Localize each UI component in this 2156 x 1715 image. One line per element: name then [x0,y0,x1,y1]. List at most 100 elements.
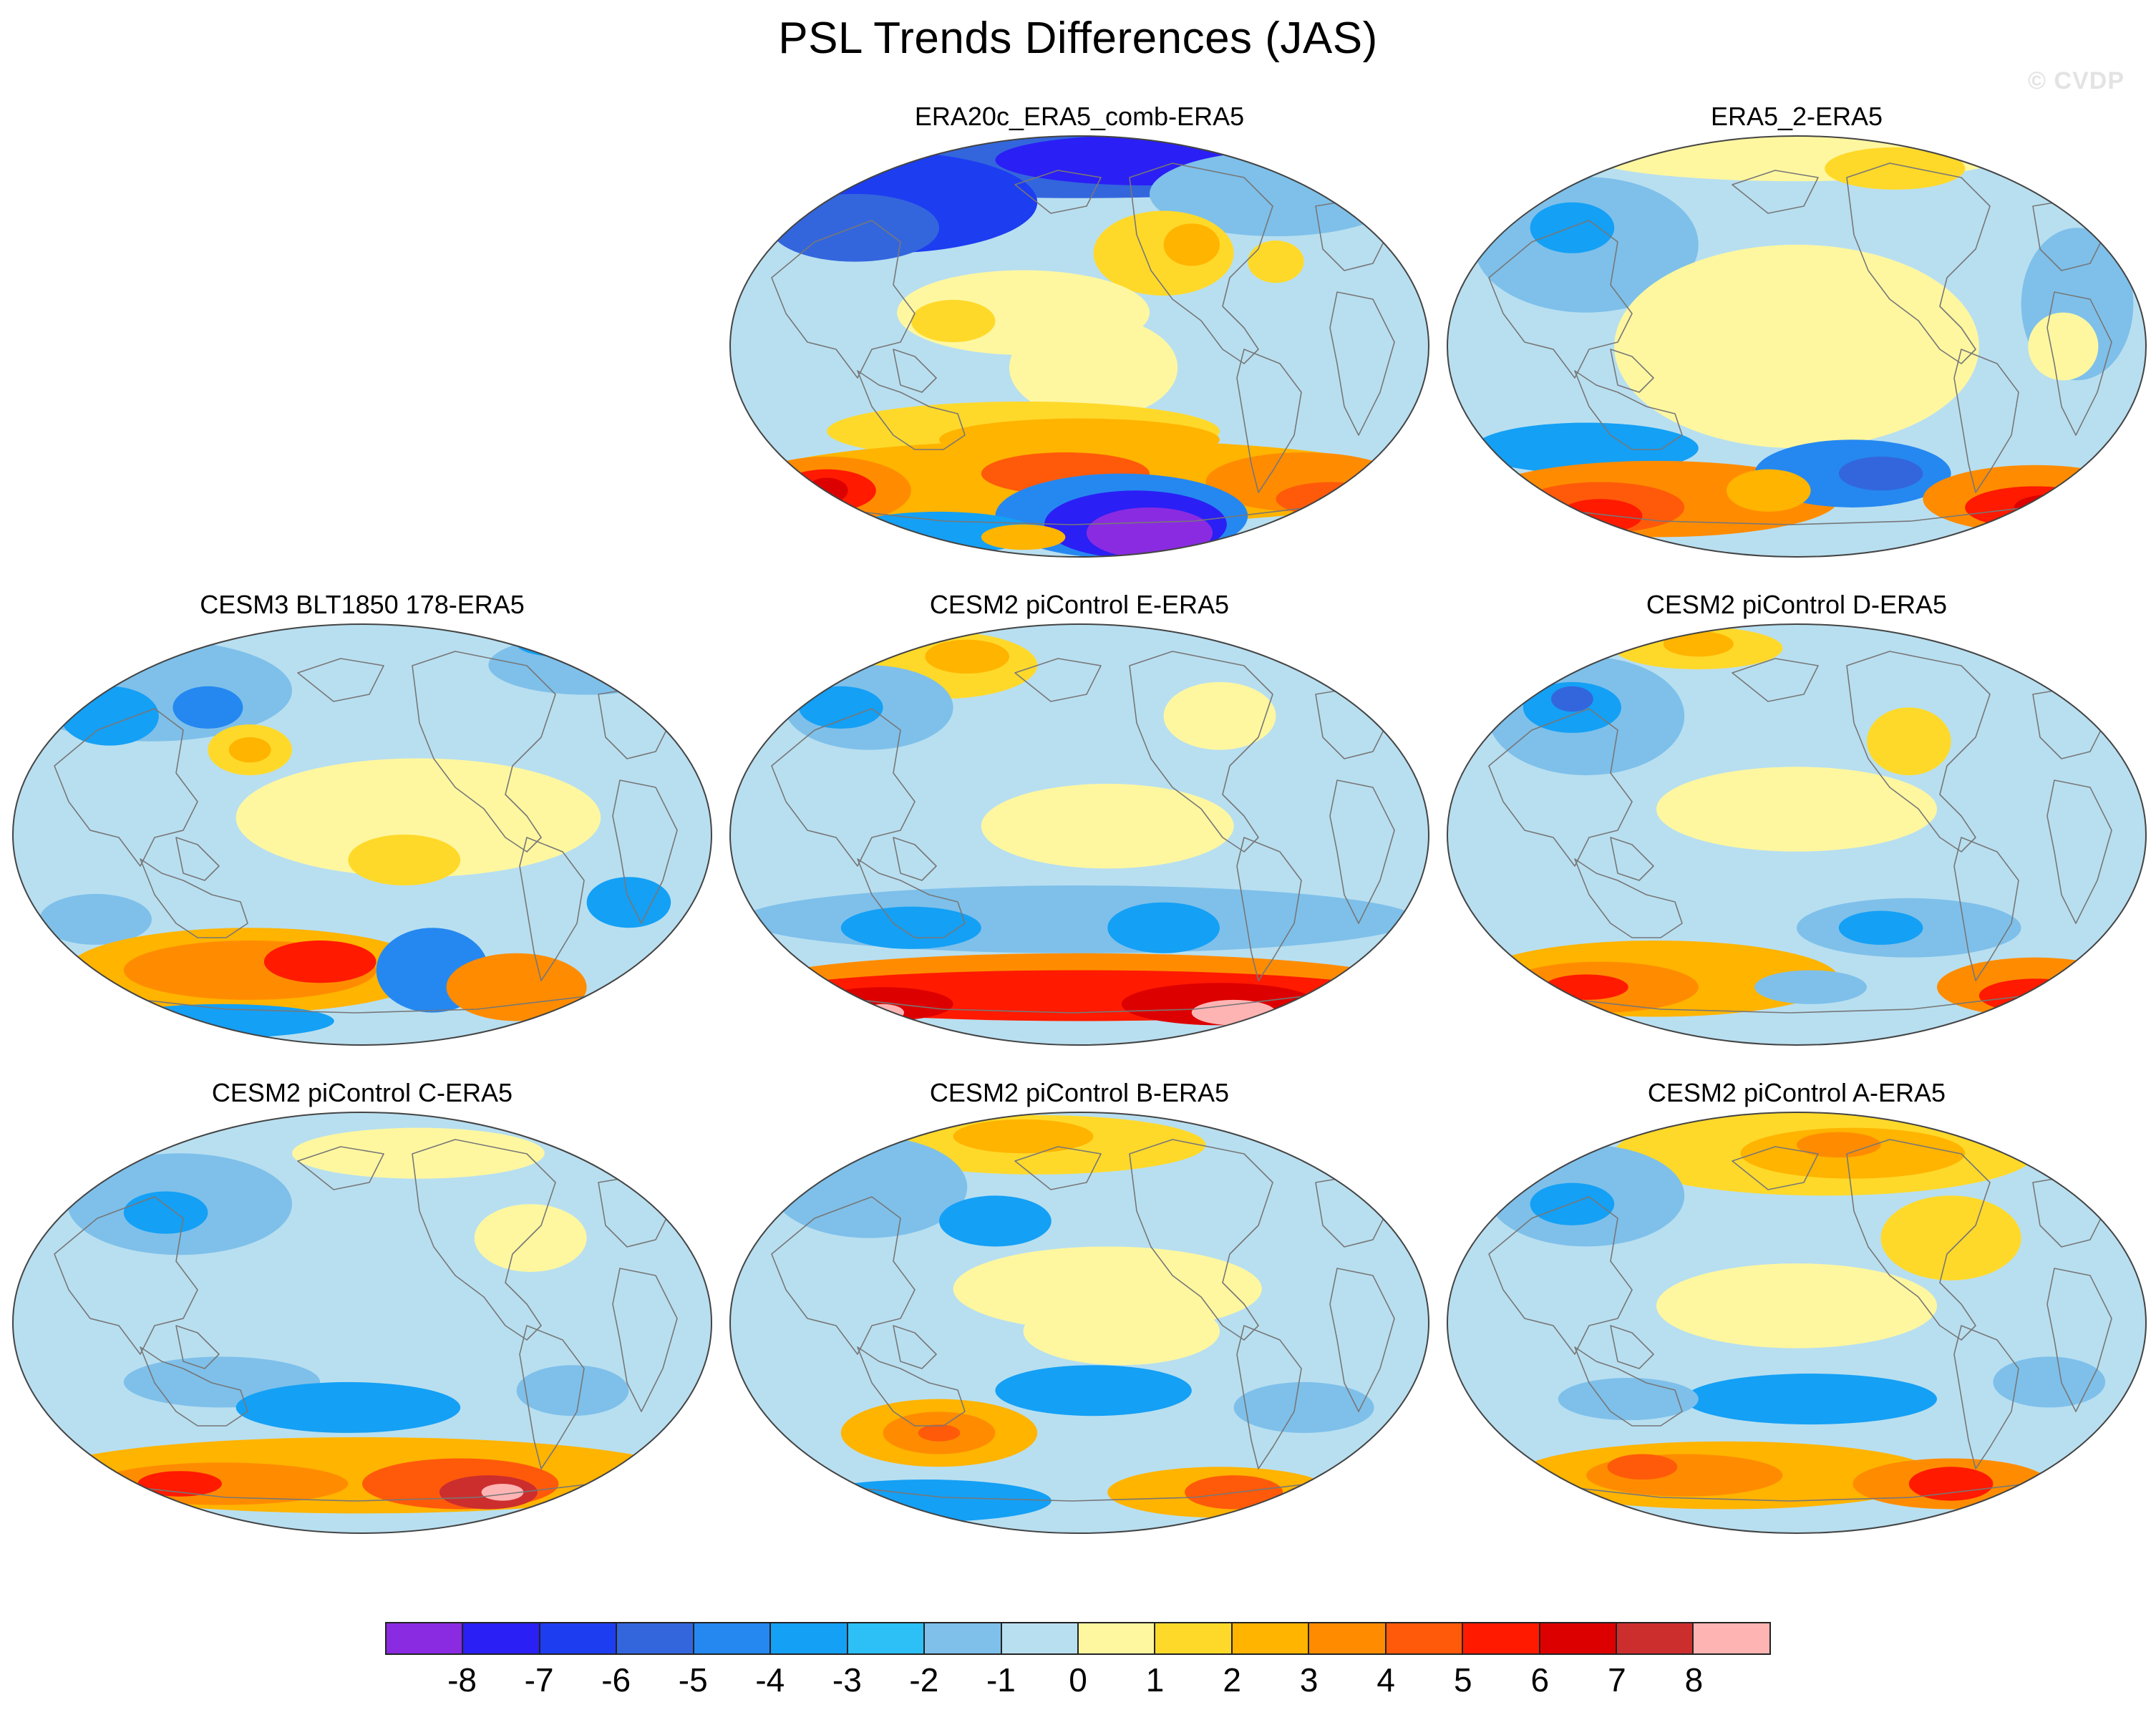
map-panel-cesm2-picontrol-b: CESM2 piControl B-ERA5 [729,1077,1430,1535]
contour-region [1838,456,1923,491]
coastline [1531,1482,2034,1502]
coastline [612,779,678,924]
contour-region [1908,1467,1994,1501]
coastline [97,1482,599,1502]
contour-region [235,1381,461,1433]
contour-region [2028,312,2099,381]
colorbar-swatch [848,1623,926,1653]
coastline [1732,658,1819,702]
globe-outline [12,1112,712,1534]
map-panel-cesm2-picontrol-d: CESM2 piControl D-ERA5 [1446,588,2147,1046]
coastline [2046,1268,2112,1412]
coastline [175,837,220,881]
contour-region [1276,482,1389,516]
contour-region [1009,316,1178,419]
coastline [1129,1139,1273,1341]
contour-region [2014,495,2084,520]
contour-region [770,1136,968,1238]
coastline [54,708,198,867]
contour-region [173,686,243,729]
panel-title: CESM2 piControl D-ERA5 [1646,590,1948,619]
contour-region [516,631,601,657]
contour-region [481,1483,524,1501]
colorbar-swatch [925,1623,1002,1653]
coastline [519,837,585,981]
trend-difference-map [11,1111,713,1535]
coastline [1610,349,1654,393]
coastline [54,1196,198,1355]
contour-region [1191,999,1276,1026]
colorbar-swatch [1540,1623,1617,1653]
contour-region [1663,631,1734,657]
coastline [771,708,916,867]
colorbar-tick-label: 5 [1453,1661,1472,1699]
trend-difference-map [729,1111,1430,1535]
map-panel-cesm2-picontrol-c: CESM2 piControl C-ERA5 [11,1077,713,1535]
contour-region [1248,241,1304,283]
colorbar-swatch [1078,1623,1156,1653]
colorbar-swatch [540,1623,618,1653]
contour-region [1656,767,1937,852]
coastline [175,1325,220,1369]
colorbar-tick-label: 0 [1069,1661,1087,1699]
coastline [1488,708,1633,867]
coastline [1574,370,1683,450]
coastline [814,1482,1316,1502]
globe-outline [729,1112,1429,1534]
coastline [2046,779,2112,924]
trend-difference-map [1446,135,2147,558]
panel-title: CESM2 piControl A-ERA5 [1647,1078,1946,1107]
globe-outline [12,623,712,1046]
coastline [140,858,248,938]
contour-region [474,1204,587,1272]
contour-region [123,1191,208,1234]
contour-region [862,1004,904,1021]
globe-outline [729,135,1429,558]
contour-region [799,686,883,729]
colorbar-swatch [1694,1623,1769,1653]
contour-region [228,737,271,763]
contour-region [1163,681,1276,750]
contour-region [840,906,981,949]
panel-title: CESM2 piControl C-ERA5 [211,1078,513,1107]
watermark: © CVDP [2028,67,2125,94]
trend-difference-map [729,623,1430,1046]
coastline [857,858,966,938]
coastline [1732,1146,1819,1190]
contour-region [1754,970,1867,1004]
contour-region [1727,261,1937,381]
contour-region [516,1365,629,1417]
coastline [1236,1325,1302,1469]
panel-title: ERA5_2-ERA5 [1710,102,1883,131]
contour-region [742,885,1417,953]
coastline [1846,651,1991,852]
coastline [893,1325,937,1369]
colorbar-tick-label: 3 [1299,1661,1319,1699]
contour-region [911,299,996,343]
contour-region [1086,507,1213,557]
colorbar-swatch [1001,1623,1079,1653]
contour-region [799,1480,1052,1522]
coastline [1953,1325,2019,1469]
contour-region [1530,1182,1615,1225]
contour-region [981,783,1234,869]
colorbar-swatch [1309,1623,1387,1653]
coastline [1610,837,1654,881]
colorbar-tick-label: -2 [909,1661,939,1699]
globe-outline [1447,623,2147,1046]
colorbar-swatch [694,1623,772,1653]
coastline [297,1146,384,1190]
coastline [1129,651,1273,852]
coastline [1329,779,1395,924]
panel-title: CESM3 BLT1850 178-ERA5 [200,590,525,619]
contour-region [446,953,587,1021]
colorbar-swatch [463,1623,540,1653]
coastline [1329,291,1395,436]
coastline [1531,506,2034,525]
contour-region [1825,147,1966,190]
coastline [412,651,556,852]
coastline [814,994,1316,1014]
contour-region [1965,486,2106,529]
coastline [1574,1346,1683,1427]
coastline [1014,658,1102,702]
